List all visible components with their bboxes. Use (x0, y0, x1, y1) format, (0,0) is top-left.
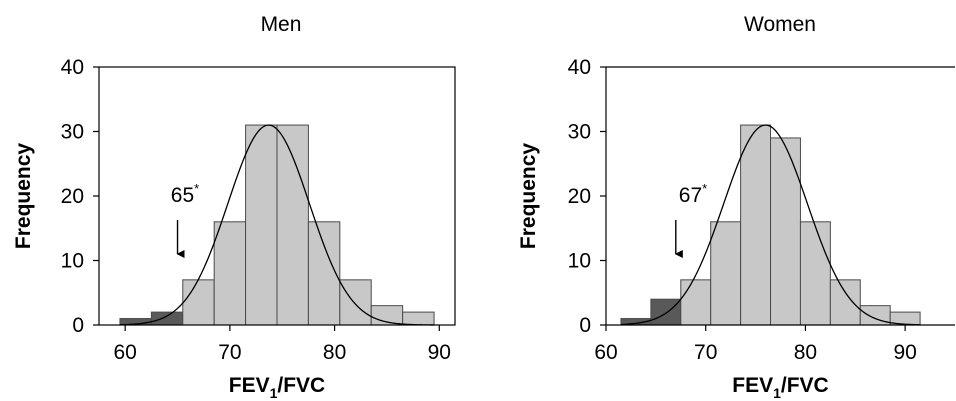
y-axis-label: Frequency (12, 143, 35, 250)
histogram-bar (740, 124, 772, 326)
x-tick-label: 60 (113, 341, 136, 364)
histogram-bar (829, 279, 861, 326)
y-axis-label: Frequency (517, 143, 540, 250)
normal-fit-curve (119, 124, 435, 326)
x-tick-label: 70 (694, 341, 717, 364)
histogram-bar (710, 221, 742, 326)
y-tick-label: 20 (568, 185, 591, 208)
x-axis-label: FEV1/FVC (732, 374, 828, 401)
x-tick-label: 70 (218, 341, 241, 364)
y-tick-label: 0 (579, 314, 591, 337)
y-tick-label: 30 (61, 121, 84, 144)
y-tick-label: 40 (61, 56, 84, 79)
histogram-bar (339, 279, 372, 326)
x-tick-label: 80 (794, 341, 817, 364)
histogram-bar (182, 279, 215, 326)
histogram-bar (276, 124, 309, 326)
x-axis-label: FEV1/FVC (229, 374, 325, 401)
histogram-bar (307, 221, 341, 326)
cutoff-value: 65 (171, 184, 194, 207)
histogram-bar (150, 311, 184, 326)
histogram-bar (402, 311, 435, 326)
y-tick-label: 20 (61, 185, 84, 208)
y-tick-label: 10 (568, 250, 591, 273)
chart-panel-men: Men 0 10 20 30 40 60 70 80 90 Frequency FEV1/FVC 65* (12, 13, 456, 401)
x-tick-label: 80 (323, 341, 346, 364)
y-tick-label: 10 (61, 250, 84, 273)
y-tick-label: 40 (568, 56, 591, 79)
y-tick-label: 0 (72, 314, 84, 337)
cutoff-value: 67 (679, 184, 702, 207)
cutoff-marker: * (702, 181, 707, 196)
chart-title: Women (744, 13, 816, 36)
chart-panel-women: Women 0 10 20 30 40 60 70 80 90 Frequency FEV1/FVC 6… (517, 13, 955, 401)
histogram-bar (770, 137, 801, 326)
histogram-bar (213, 221, 247, 326)
y-tick-label: 30 (568, 121, 591, 144)
histogram-bar (680, 279, 712, 326)
histogram-bar (650, 298, 682, 326)
x-tick-label: 60 (594, 341, 617, 364)
cutoff-annotation: 67* (679, 181, 707, 207)
cutoff-marker: * (194, 181, 199, 196)
histogram-bars (620, 124, 921, 326)
histogram-bar (245, 124, 278, 326)
normal-fit-curve (620, 124, 921, 326)
histogram-bars (119, 124, 435, 326)
histogram-bar (799, 221, 831, 326)
x-tick-label: 90 (893, 341, 916, 364)
x-tick-label: 90 (428, 341, 451, 364)
cutoff-annotation: 65* (171, 181, 199, 207)
chart-title: Men (261, 13, 302, 36)
